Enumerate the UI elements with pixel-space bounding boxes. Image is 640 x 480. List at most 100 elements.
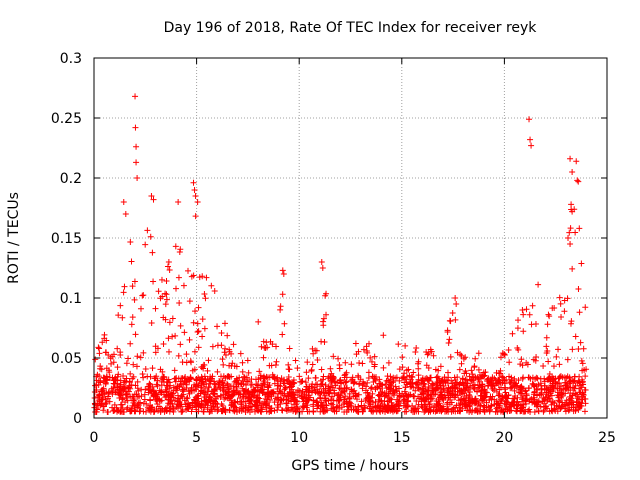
y-tick-label: 0.3 [60,51,82,67]
data-point [423,349,430,356]
data-point [380,364,387,371]
data-point [151,375,158,382]
data-point [368,384,375,391]
data-point [180,282,187,289]
data-point [97,363,104,370]
data-point [379,401,386,408]
data-point [130,361,137,368]
data-point [412,387,419,394]
data-point [99,339,106,346]
data-point [163,296,170,303]
data-point [164,404,171,411]
data-point [114,345,121,352]
data-point [263,402,270,409]
data-point [372,377,379,384]
data-point [176,299,183,306]
data-point [103,400,110,407]
data-point [575,286,582,293]
data-point [529,374,536,381]
data-point [293,398,300,405]
data-point [488,380,495,387]
data-point [400,374,407,381]
data-point [365,369,372,376]
data-point [514,399,521,406]
data-point [480,402,487,409]
data-point [519,393,526,400]
data-point [453,301,460,307]
data-point [342,393,349,400]
data-point [402,404,409,411]
data-point [228,401,235,408]
data-point [355,374,362,381]
data-point [412,349,419,356]
data-point [356,381,363,388]
data-point [144,373,151,380]
y-tick-label: 0.05 [51,351,82,367]
data-point [138,393,145,400]
data-point [193,376,200,383]
data-point [567,378,574,385]
data-point [188,273,195,280]
y-axis-label: ROTI / TECUs [6,192,22,284]
data-point [270,389,277,396]
data-point [427,395,434,402]
data-point [389,408,396,415]
data-point [313,398,320,405]
data-point [299,395,306,402]
data-point [181,329,188,336]
data-point [415,408,422,415]
data-point [231,408,238,415]
data-point [195,344,202,351]
data-point [163,388,170,395]
data-point [310,408,317,415]
data-point [164,391,171,398]
data-point [177,378,184,385]
data-point [460,382,467,389]
data-point [448,377,455,384]
data-point [463,370,470,377]
data-point [550,363,557,370]
data-point [520,311,527,318]
data-point [530,382,537,389]
data-point [331,389,338,396]
data-point [569,208,576,215]
data-point [564,356,571,363]
data-point [283,396,290,403]
data-point [466,393,473,400]
data-point [269,389,276,396]
data-point [523,306,530,313]
data-point [491,401,498,408]
data-point [131,403,138,410]
data-point [151,391,158,398]
data-point [359,382,366,389]
x-tick-label: 25 [598,430,616,446]
data-point [567,225,574,232]
data-point [413,344,420,351]
data-point [136,408,143,415]
data-point [333,408,340,415]
data-point [352,340,359,347]
data-point [133,159,140,166]
data-point [285,361,292,368]
data-point [140,374,147,381]
data-point [378,397,385,404]
data-point [446,401,453,408]
y-tick-label: 0.25 [51,111,82,127]
data-point [217,393,224,400]
data-point [327,373,334,380]
data-point [348,377,355,384]
data-point [407,376,414,383]
data-point [415,393,422,400]
data-point [132,382,139,389]
data-point [481,393,488,400]
y-tick-label: 0.1 [60,291,82,307]
data-point [175,274,182,281]
data-point [445,339,452,346]
data-point [239,368,246,375]
data-point [224,373,231,380]
data-point [152,305,159,312]
data-point [200,380,207,387]
data-point [392,383,399,390]
data-point [96,392,103,399]
data-point [175,199,182,205]
